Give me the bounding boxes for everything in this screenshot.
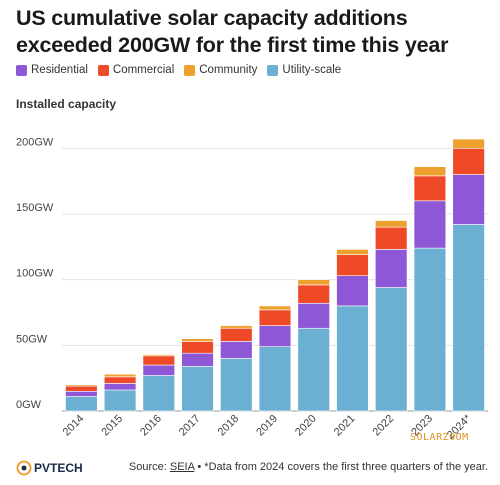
x-tick-label: 2019 <box>254 413 280 439</box>
pvtech-logo-icon <box>16 460 32 476</box>
bar-segment-utility-scale: 2018 Utility-scale: 40 <box>220 358 253 412</box>
footer: PVTECH Source: SEIA • *Data from 2024 co… <box>0 455 500 485</box>
legend-label-utility-scale: Utility-scale <box>282 64 342 76</box>
stacked-bar-chart: 0GW 50GW 100GW 150GW 200GW 2014 Utility-scale… <box>16 136 488 441</box>
legend-label-community: Community <box>199 64 258 76</box>
bar-segment-utility-scale: 2020 Utility-scale: 63 <box>297 327 330 412</box>
bar-segment-community: 2019 Community: 3 <box>258 305 292 311</box>
x-tick-label: 2014 <box>61 413 87 439</box>
bar-segment-utility-scale: 2015 Utility-scale: 16 <box>103 389 137 412</box>
logo-text: PVTECH <box>34 461 83 475</box>
legend-swatch-community <box>184 64 196 76</box>
bar-segment-community: 2024* Community: 7 <box>452 138 485 149</box>
bar-segment-community: 2014 Community: 1 <box>65 384 98 387</box>
y-tick-label: 50GW <box>16 333 48 345</box>
x-tick-label: 2018 <box>216 413 242 439</box>
bar-segment-utility-scale: 2014 Utility-scale: 11 <box>65 396 98 412</box>
legend-label-residential: Residential <box>31 64 88 76</box>
bar-segment-utility-scale: 2017 Utility-scale: 34 <box>181 366 214 412</box>
source-prefix: Source: <box>128 461 170 473</box>
chart-legend: Residential Commercial Community Utility… <box>16 64 341 76</box>
x-tick-label: 2022 <box>371 413 397 439</box>
bar-segment-community: 2020 Community: 4 <box>297 279 330 286</box>
bar-segment-residential: 2024* Residential: 38 <box>452 174 485 225</box>
x-tick-label: 2020 <box>293 413 319 439</box>
pvtech-logo: PVTECH <box>16 460 83 476</box>
bar-segment-commercial: 2014 Commercial: 4 <box>65 385 98 392</box>
bar-segment-commercial: 2017 Commercial: 9 <box>181 341 214 354</box>
x-tick-label: 2015 <box>99 413 125 439</box>
bar-segment-residential: 2020 Residential: 19 <box>297 302 330 329</box>
bar-segment-utility-scale: 2024* Utility-scale: 142 <box>452 224 485 412</box>
y-axis-title: Installed capacity <box>16 97 117 111</box>
source-note: Source: SEIA • *Data from 2024 covers th… <box>129 461 488 473</box>
legend-label-commercial: Commercial <box>112 64 175 76</box>
bar-segment-commercial: 2018 Commercial: 10 <box>220 327 253 342</box>
bar-segment-residential: 2022 Residential: 29 <box>375 249 408 288</box>
bar-segment-utility-scale: 2022 Utility-scale: 94 <box>375 287 408 412</box>
bar-segment-community: 2022 Community: 5 <box>375 220 408 228</box>
bar-segment-residential: 2016 Residential: 8 <box>142 364 175 376</box>
legend-item-residential: Residential <box>16 64 88 76</box>
bar-segment-community: 2021 Community: 4 <box>336 249 369 255</box>
bar-segment-residential: 2019 Residential: 16 <box>258 325 292 347</box>
bar-segment-residential: 2021 Residential: 23 <box>336 275 369 307</box>
watermark: SOLARZOOM <box>410 432 469 443</box>
legend-item-commercial: Commercial <box>97 64 175 76</box>
x-tick-label: 2021 <box>332 413 358 439</box>
bar-segment-residential: 2017 Residential: 10 <box>181 352 214 367</box>
x-tick-label: 2016 <box>138 413 164 439</box>
bar-segment-community: 2017 Community: 2 <box>181 338 214 342</box>
bar-segment-commercial: 2022 Commercial: 17 <box>375 226 408 250</box>
bar-segment-commercial: 2023 Commercial: 19 <box>413 175 447 202</box>
y-tick-label: 0GW <box>16 399 42 411</box>
source-link[interactable]: SEIA <box>169 461 195 473</box>
bar-segment-utility-scale: 2023 Utility-scale: 124 <box>413 247 447 412</box>
bar-segment-commercial: 2021 Commercial: 16 <box>336 254 369 276</box>
bar-segment-utility-scale: 2021 Utility-scale: 80 <box>336 305 369 412</box>
chart-title: US cumulative solar capacity additions e… <box>16 6 449 57</box>
bar-segment-residential: 2014 Residential: 4 <box>65 390 98 397</box>
bar-segment-community: 2023 Community: 7 <box>413 166 447 177</box>
bar-segment-residential: 2023 Residential: 36 <box>413 200 447 249</box>
y-tick-label: 200GW <box>16 136 54 148</box>
bar-segment-commercial: 2015 Commercial: 5 <box>103 376 137 384</box>
bar-segment-community: 2018 Community: 2 <box>220 325 253 329</box>
legend-swatch-commercial <box>97 64 109 76</box>
legend-swatch-residential <box>16 64 27 76</box>
bar-segment-community: 2016 Community: 1 <box>142 354 175 357</box>
bar-segment-commercial: 2020 Commercial: 14 <box>297 284 330 304</box>
bar-segment-utility-scale: 2016 Utility-scale: 27 <box>142 375 175 412</box>
bar-segment-utility-scale: 2019 Utility-scale: 49 <box>258 346 292 412</box>
bar-segment-commercial: 2019 Commercial: 12 <box>258 309 292 326</box>
bar-segment-commercial: 2024* Commercial: 20 <box>452 147 485 175</box>
legend-item-community: Community <box>184 64 257 76</box>
bar-segment-commercial: 2016 Commercial: 7 <box>142 355 175 366</box>
bar-segment-residential: 2015 Residential: 5 <box>103 383 137 391</box>
x-tick-label: 2017 <box>177 413 203 439</box>
bar-segment-community: 2015 Community: 2 <box>103 373 137 378</box>
y-tick-label: 150GW <box>16 202 54 214</box>
legend-item-utility-scale: Utility-scale <box>267 64 341 76</box>
y-tick-label: 100GW <box>16 268 54 280</box>
legend-swatch-utility-scale <box>267 64 279 76</box>
bar-segment-residential: 2018 Residential: 13 <box>220 341 253 359</box>
source-footnote: • *Data from 2024 covers the first three… <box>194 461 488 473</box>
